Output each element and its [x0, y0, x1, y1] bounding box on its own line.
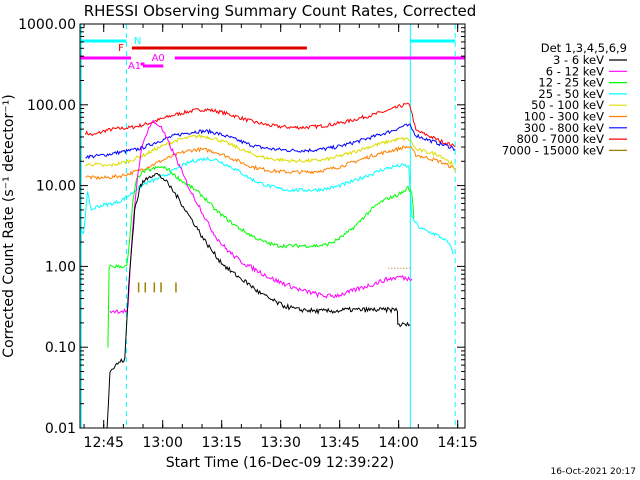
x-tick-label-5: 14:00	[378, 435, 418, 451]
vertical-markers	[80, 24, 456, 428]
series-line-5	[85, 145, 456, 181]
y-tick-label-3: 10.00	[36, 179, 76, 195]
legend-label-3: 25 - 50 keV	[538, 87, 604, 101]
x-tick-label-1: 13:00	[143, 435, 183, 451]
legend-title: Det 1,3,4,5,6,9	[541, 41, 627, 55]
series-line-1	[109, 120, 413, 315]
y-tick-label-1: 0.10	[45, 340, 76, 356]
flag-label-n: N	[134, 36, 141, 47]
series-line-0	[106, 173, 411, 429]
legend-label-7: 800 - 7000 keV	[516, 132, 604, 146]
series-line-2	[107, 165, 415, 348]
legend-label-0: 3 - 6 keV	[553, 53, 604, 67]
series-line-4	[85, 133, 456, 172]
x-axis-label: Start Time (16-Dec-09 12:39:22)	[166, 455, 394, 471]
series-lines	[79, 102, 456, 429]
x-tick-label-3: 13:30	[261, 435, 301, 451]
x-tick-label-4: 13:45	[319, 435, 359, 451]
x-axis-ticks: 12:45 13:00 13:15 13:30 13:45 14:00 14:15	[84, 24, 478, 451]
legend-label-2: 12 - 25 keV	[538, 76, 604, 90]
chart-title: RHESSI Observing Summary Count Rates, Co…	[84, 2, 477, 20]
flag-bars: NF A0 A1	[80, 36, 465, 72]
x-tick-label-0: 12:45	[84, 435, 124, 451]
flag-label-ag: A0	[152, 53, 165, 64]
x-tick-label-2: 13:15	[202, 435, 242, 451]
footer-timestamp: 16-Oct-2021 20:17	[551, 467, 636, 477]
y-tick-label-5: 1000.00	[18, 17, 76, 33]
legend-label-5: 100 - 300 keV	[524, 110, 604, 124]
y-tick-label-2: 1.00	[45, 259, 76, 275]
flag-label-f: F	[118, 43, 124, 54]
y-tick-label-4: 100.00	[27, 98, 76, 114]
y-axis-ticks: 0.01 0.10 1.00 10.00 100.00 1000.00	[18, 17, 465, 437]
legend-label-1: 6 - 12 keV	[546, 64, 604, 78]
legend-label-8: 7000 - 15000 keV	[502, 143, 604, 157]
y-axis-label: Corrected Count Rate (s⁻¹ detector⁻¹)	[1, 94, 17, 357]
plot-area: NF A0 A1 0.01 0.10 1.00 10.00 100.00 1000.00 12…	[18, 17, 478, 451]
series-line-7	[85, 102, 456, 148]
series-line-3	[79, 156, 454, 255]
legend-label-4: 50 - 100 keV	[531, 98, 604, 112]
legend-label-6: 300 - 800 keV	[524, 121, 604, 135]
series-line-6	[85, 123, 456, 160]
x-tick-label-6: 14:15	[437, 435, 477, 451]
flag-label-a1: A1	[128, 61, 141, 72]
y-tick-label-0: 0.01	[45, 421, 76, 437]
plot-frame	[79, 23, 466, 429]
